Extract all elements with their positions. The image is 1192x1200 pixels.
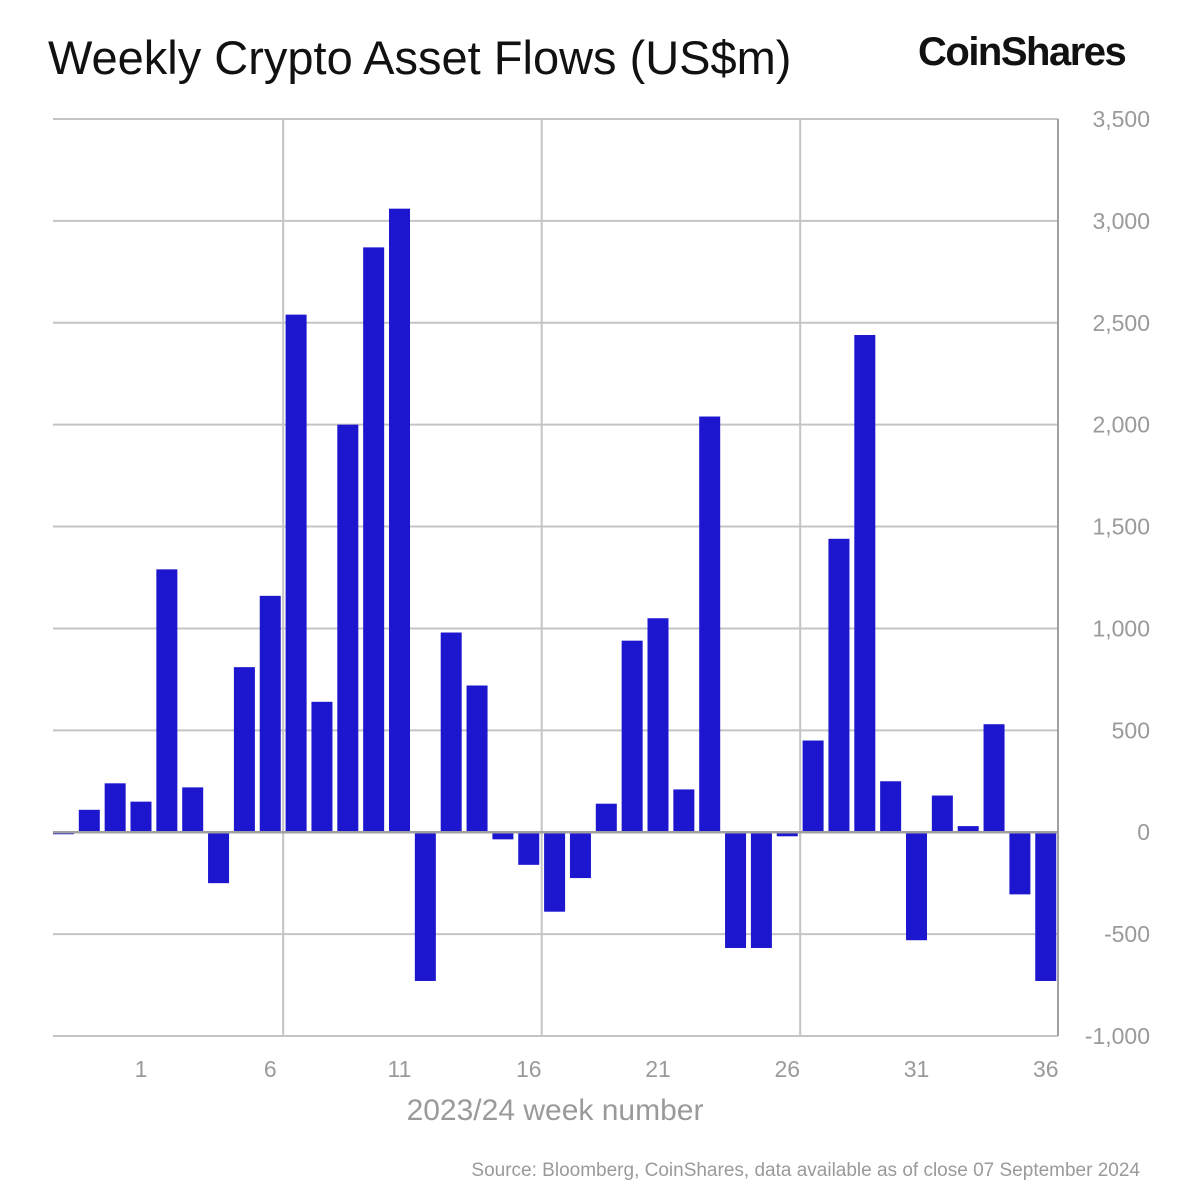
coinshares-logo: CoinShares <box>918 30 1127 74</box>
bar-week-8 <box>311 701 333 833</box>
y-tick-label: 3,000 <box>1092 208 1150 234</box>
chart-title: Weekly Crypto Asset Flows (US$m) <box>48 31 792 84</box>
gridlines <box>53 118 1058 1037</box>
x-tick-label: 31 <box>904 1056 930 1082</box>
y-tick-labels: -1,000 -500 0 500 1,000 1,500 2,000 2,500 3,000 3… <box>1085 106 1150 1049</box>
y-tick-label: 1,500 <box>1092 514 1150 540</box>
bar-week-0 <box>104 783 126 833</box>
bar-week-5 <box>233 667 255 833</box>
bar-week-6 <box>259 595 281 833</box>
x-tick-label: 21 <box>645 1056 671 1082</box>
bar-week-14 <box>466 685 488 833</box>
bar-week-10 <box>363 247 385 833</box>
bar-week-22 <box>673 789 695 833</box>
bar-week-31 <box>906 832 927 941</box>
bar-week-11 <box>389 208 410 833</box>
bar-week-23 <box>699 416 721 833</box>
bar-week-16 <box>518 832 540 865</box>
bar-week-24 <box>725 832 747 948</box>
x-axis-label: 2023/24 week number <box>406 1094 704 1127</box>
bar-week-34 <box>983 724 1005 833</box>
y-tick-label: -1,000 <box>1085 1023 1150 1049</box>
y-tick-label: 0 <box>1137 819 1150 845</box>
bars <box>52 208 1057 981</box>
y-tick-label: 500 <box>1112 717 1150 743</box>
source-note: Source: Bloomberg, CoinShares, data avai… <box>471 1160 1140 1181</box>
bar-week-13 <box>440 632 462 833</box>
bar-week-12 <box>414 832 436 981</box>
bar-week--1 <box>78 809 100 833</box>
bar-week-29 <box>854 335 876 833</box>
bar-week-28 <box>828 538 850 833</box>
bar-week-35 <box>1009 832 1031 895</box>
x-tick-label: 16 <box>516 1056 542 1082</box>
bar-week-18 <box>569 832 591 879</box>
y-tick-label: -500 <box>1104 921 1150 947</box>
bar-week-32 <box>931 795 953 833</box>
bar-week-4 <box>208 832 230 884</box>
y-tick-label: 3,500 <box>1092 106 1150 132</box>
x-tick-label: 26 <box>774 1056 800 1082</box>
bar-week-36 <box>1035 832 1057 981</box>
bar-week-19 <box>595 803 617 833</box>
bar-week-1 <box>130 801 152 833</box>
x-tick-label: 6 <box>264 1056 277 1082</box>
bar-week-9 <box>337 424 359 833</box>
bar-week-17 <box>544 832 566 912</box>
bar-week-25 <box>750 832 772 948</box>
bar-week-30 <box>880 781 902 833</box>
bar-week-15 <box>492 832 514 840</box>
bar-week-2 <box>156 569 178 833</box>
bar-week-3 <box>182 787 204 833</box>
y-tick-label: 1,000 <box>1092 615 1150 641</box>
bar-week-33 <box>957 826 979 833</box>
x-tick-label: 1 <box>135 1056 148 1082</box>
bar-week-21 <box>647 618 669 833</box>
y-tick-label: 2,000 <box>1092 412 1150 438</box>
axes <box>53 119 1059 1036</box>
bar-week-26 <box>776 832 798 837</box>
bar-week-27 <box>802 740 824 833</box>
bar-week-7 <box>285 314 307 833</box>
x-tick-labels: 1 6 11 16 21 26 31 36 <box>135 1056 1059 1082</box>
x-tick-label: 11 <box>388 1056 412 1082</box>
bar-week-20 <box>621 640 643 833</box>
x-tick-label: 36 <box>1033 1056 1059 1082</box>
y-tick-label: 2,500 <box>1092 310 1150 336</box>
